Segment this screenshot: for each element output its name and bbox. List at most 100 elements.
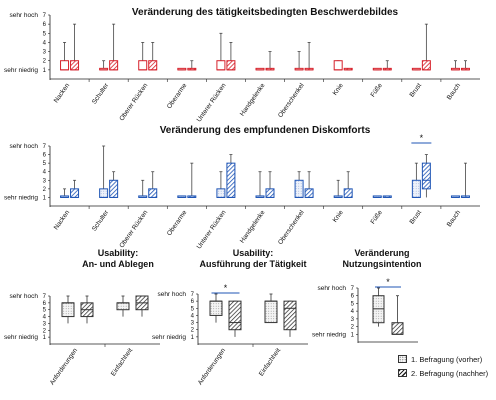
y-extreme-label-bottom: sehr niedrig	[312, 331, 346, 338]
y-tick-label: 7	[351, 286, 355, 292]
y-extreme-label-bottom: sehr niedrig	[4, 194, 38, 201]
chart-title-line: Veränderung des empfundenen Diskomforts	[160, 125, 371, 136]
box-before	[138, 60, 148, 71]
legend-swatch-before	[398, 355, 407, 363]
y-tick-label: 7	[191, 292, 195, 298]
box-after	[226, 162, 236, 198]
y-tick-label: 2	[43, 328, 47, 334]
box-before	[264, 300, 278, 324]
chart-panel-5: VeränderungNutzungsintention1234567sehr …	[312, 248, 421, 343]
chart-title-line: Usability:	[233, 248, 274, 258]
x-category-label: Unterer Rücken	[196, 82, 228, 124]
box-before	[216, 188, 226, 198]
y-tick-label: 3	[43, 50, 47, 56]
x-category-label: Nacken	[53, 82, 72, 104]
y-tick-label: 2	[191, 328, 195, 334]
box-after	[70, 188, 80, 198]
y-tick-label: 1	[351, 332, 355, 338]
y-tick-label: 4	[351, 309, 355, 315]
x-category-label: Unterer Rücken	[196, 209, 228, 251]
chart-panel-1: Veränderung des tätigkeitsbedingten Besc…	[4, 7, 480, 123]
y-extreme-label-top: sehr hoch	[9, 12, 38, 19]
box-after	[343, 188, 353, 198]
x-category-label: Handgelenke	[239, 82, 267, 118]
y-extreme-label-top: sehr hoch	[9, 293, 38, 300]
x-category-label: Einfachheit	[110, 347, 134, 378]
x-category-label: Brust	[409, 209, 424, 226]
box-before	[99, 188, 109, 198]
y-extreme-label-bottom: sehr niedrig	[4, 334, 38, 341]
y-tick-label: 4	[191, 313, 195, 319]
x-category-label: Schulter	[91, 81, 111, 105]
legend-swatch-after	[398, 369, 407, 377]
box-after	[109, 60, 119, 71]
x-category-label: Oberarme	[166, 209, 189, 237]
y-tick-label: 1	[43, 68, 47, 74]
y-extreme-label-bottom: sehr niedrig	[4, 67, 38, 74]
y-tick-label: 4	[43, 40, 47, 46]
x-category-label: Einfachheit	[258, 347, 282, 378]
chart-panel-4: Usability:Ausführung der Tätigkeit 123 456…	[152, 248, 308, 386]
y-tick-label: 7	[43, 144, 47, 150]
x-category-label: Nacken	[53, 209, 72, 231]
y-tick-label: 3	[351, 317, 355, 323]
x-category-label: Knie	[332, 82, 345, 97]
box-before	[116, 302, 130, 311]
x-category-label: Oberschenkel	[277, 209, 306, 246]
significance-star: *	[224, 283, 228, 293]
box-after	[283, 300, 297, 331]
y-tick-label: 4	[43, 315, 47, 321]
y-tick-label: 6	[43, 22, 47, 28]
y-tick-label: 7	[43, 13, 47, 19]
significance-star: *	[420, 133, 424, 143]
x-category-label: Oberer Rücken	[118, 82, 149, 122]
y-tick-label: 1	[191, 335, 195, 341]
y-extreme-label-top: sehr hoch	[9, 143, 38, 150]
box-after	[421, 162, 431, 190]
box-after	[391, 322, 404, 335]
y-tick-label: 2	[43, 187, 47, 193]
box-after	[148, 188, 158, 198]
x-category-label: Füße	[369, 82, 384, 99]
x-category-label: Füße	[369, 209, 384, 226]
y-tick-label: 1	[43, 195, 47, 201]
y-tick-label: 5	[191, 306, 195, 312]
box-after	[265, 188, 275, 198]
y-tick-label: 6	[191, 299, 195, 305]
chart-title-line: Usability:	[98, 248, 139, 258]
y-tick-label: 5	[43, 308, 47, 314]
box-after	[421, 60, 431, 71]
chart-title-line: Ausführung der Tätigkeit	[199, 259, 306, 269]
x-category-label: Anforderungen	[197, 347, 228, 387]
y-tick-label: 5	[43, 161, 47, 167]
legend-label-after: 2. Befragung (nachher)	[411, 368, 489, 378]
box-after	[70, 60, 80, 71]
y-extreme-label-top: sehr hoch	[157, 291, 186, 298]
box-before	[61, 302, 75, 318]
significance-star: *	[386, 277, 390, 287]
chart-title-line: Veränderung	[354, 248, 409, 258]
box-after	[228, 300, 242, 331]
x-category-label: Handgelenke	[239, 209, 267, 245]
x-category-label: Bauch	[446, 82, 463, 101]
x-category-label: Oberschenkel	[277, 82, 306, 119]
legend-item-before: 1. Befragung (vorher)	[398, 352, 488, 366]
box-before	[411, 179, 421, 198]
x-category-label: Knie	[332, 209, 345, 224]
y-extreme-label-top: sehr hoch	[317, 285, 346, 292]
x-category-label: Schulter	[91, 208, 111, 232]
y-tick-label: 1	[43, 335, 47, 341]
chart-title-line: Veränderung des tätigkeitsbedingten Besc…	[132, 7, 399, 18]
y-tick-label: 6	[43, 301, 47, 307]
y-tick-label: 3	[43, 178, 47, 184]
chart-title-line: Nutzungsintention	[343, 259, 422, 269]
box-before	[60, 60, 70, 71]
x-category-label: Bauch	[446, 209, 463, 228]
box-after	[226, 60, 236, 71]
x-category-label: Oberarme	[166, 82, 189, 110]
legend-label-before: 1. Befragung (vorher)	[411, 354, 483, 364]
y-tick-label: 7	[43, 294, 47, 300]
box-after	[148, 60, 158, 71]
